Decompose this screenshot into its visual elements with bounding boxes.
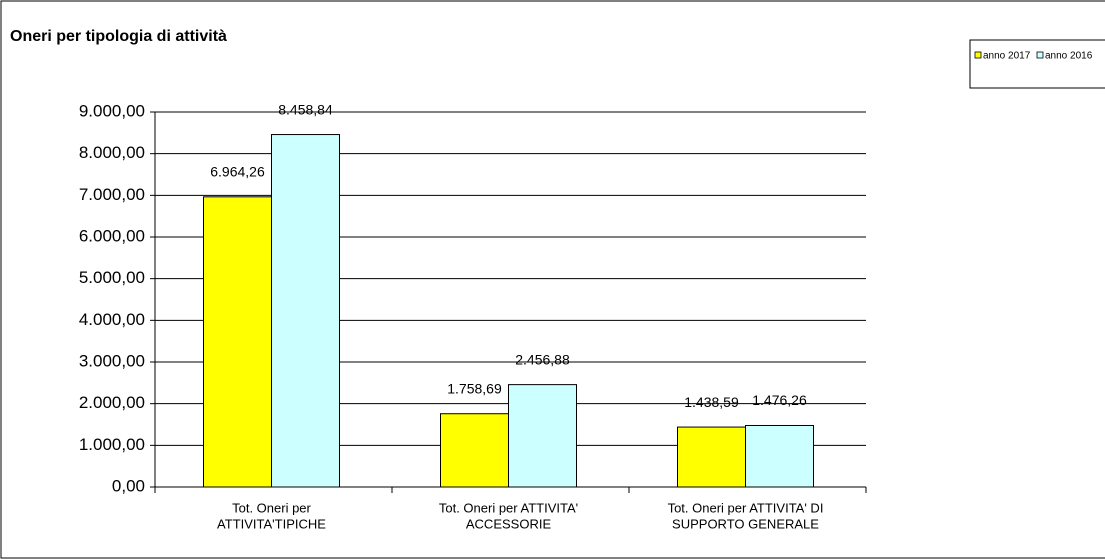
x-tick-label: Tot. Oneri per <box>232 500 311 515</box>
y-tick-label: 9.000,00 <box>79 101 145 120</box>
bar <box>677 426 746 488</box>
y-tick-label: 2.000,00 <box>79 393 145 412</box>
legend-swatch <box>1036 51 1044 59</box>
bar <box>271 134 340 488</box>
y-tick-label: 8.000,00 <box>79 143 145 162</box>
chart-title: Oneri per tipologia di attività <box>10 28 227 45</box>
x-tick-label: ATTIVITA'TIPICHE <box>217 516 326 531</box>
bar <box>203 196 272 488</box>
x-tick-label: Tot. Oneri per ATTIVITA' <box>439 500 578 515</box>
y-tick-label: 7.000,00 <box>79 185 145 204</box>
bar <box>440 413 509 488</box>
legend-swatch <box>974 51 982 59</box>
y-tick-label: 0,00 <box>112 476 145 495</box>
y-tick-label: 5.000,00 <box>79 268 145 287</box>
y-tick-label: 1.000,00 <box>79 435 145 454</box>
legend-label: anno 2016 <box>1045 51 1093 62</box>
x-tick-label: ACCESSORIE <box>466 516 552 531</box>
bar <box>745 424 814 488</box>
y-tick-label: 3.000,00 <box>79 351 145 370</box>
bar <box>508 384 577 488</box>
value-label: 6.964,26 <box>210 164 265 180</box>
value-label: 8.458,84 <box>278 101 333 117</box>
legend-box <box>969 39 1105 89</box>
value-label: 1.438,59 <box>684 394 739 410</box>
y-tick-label: 4.000,00 <box>79 310 145 329</box>
legend-label: anno 2017 <box>983 51 1031 62</box>
value-label: 1.758,69 <box>447 380 502 396</box>
y-tick-label: 6.000,00 <box>79 226 145 245</box>
x-tick-label: Tot. Oneri per ATTIVITA' DI <box>668 500 824 515</box>
value-label: 1.476,26 <box>752 392 807 408</box>
x-tick-label: SUPPORTO GENERALE <box>672 516 819 531</box>
value-label: 2.456,88 <box>515 351 570 367</box>
